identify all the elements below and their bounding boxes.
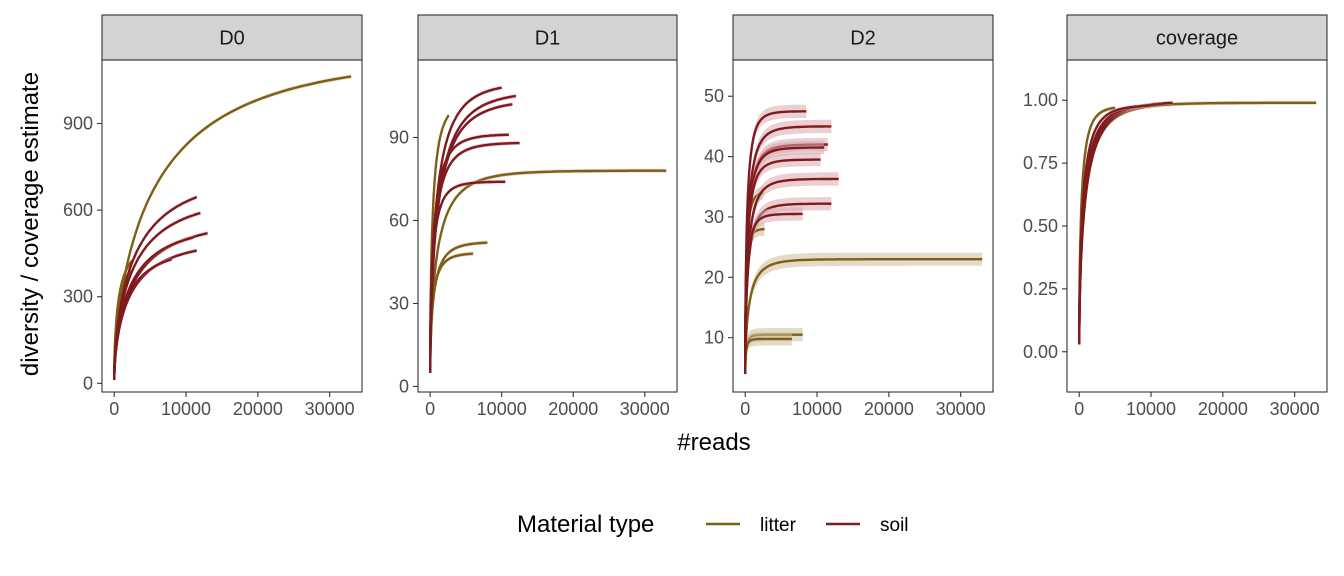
- facet-strip-label: D2: [850, 28, 876, 50]
- x-tick-label: 10000: [477, 399, 527, 419]
- x-tick-label: 20000: [233, 399, 283, 419]
- x-tick-label: 10000: [792, 399, 842, 419]
- x-tick-label: 0: [109, 399, 119, 419]
- y-tick-label: 0: [399, 376, 409, 396]
- plot-area: [1078, 100, 1317, 347]
- x-tick-label: 20000: [548, 399, 598, 419]
- series-line-litter-4: [744, 337, 792, 374]
- ribbon-soil-9: [430, 179, 506, 375]
- x-tick-label: 0: [740, 399, 750, 419]
- series-line-soil-10: [744, 177, 839, 374]
- y-tick-label: 90: [389, 127, 409, 147]
- series-line-soil-5: [744, 110, 807, 374]
- facet-strip: [101, 14, 363, 61]
- ribbon-litter-0: [1079, 100, 1317, 347]
- x-tick-label: 30000: [936, 399, 986, 419]
- series-line-litter-0: [744, 258, 983, 374]
- plot-area: [429, 85, 667, 375]
- ribbon-litter-0: [745, 252, 983, 381]
- series-line-soil-5: [1078, 105, 1137, 345]
- series-line-soil-9: [744, 158, 821, 374]
- x-tick-label: 30000: [620, 399, 670, 419]
- ribbon-soil-4: [1079, 103, 1151, 347]
- series-line-litter-3: [429, 252, 474, 373]
- y-tick-label: 30: [389, 293, 409, 313]
- ribbon-litter-3: [430, 251, 474, 375]
- x-tick-label: 10000: [161, 399, 211, 419]
- y-tick-label: 0.75: [1023, 153, 1058, 173]
- facet-strip: [732, 14, 994, 61]
- y-tick-label: 50: [704, 86, 724, 106]
- series-line-soil-6: [744, 125, 832, 374]
- facet-strip: [417, 14, 678, 61]
- facet-strip-label: D0: [219, 28, 245, 50]
- panel-D1: D1 0 30 60 90 0 10000 20000 30000: [389, 14, 678, 419]
- series-line-litter-2: [429, 241, 488, 373]
- series-line-soil-12: [744, 212, 803, 374]
- series-line-litter-0: [113, 75, 352, 380]
- ribbon-litter-0: [114, 74, 352, 382]
- series-line-soil-9: [429, 180, 506, 373]
- legend-label-soil: soil: [880, 515, 909, 536]
- y-tick-label: 10: [704, 328, 724, 348]
- ribbon-soil-5: [114, 231, 208, 382]
- y-tick-label: 60: [389, 210, 409, 230]
- series-line-litter-0: [429, 169, 667, 373]
- y-axis-title: diversity / coverage estimate: [17, 72, 44, 376]
- y-tick-label: 40: [704, 147, 724, 167]
- panel-border: [732, 59, 994, 393]
- series-line-soil-4: [1078, 104, 1152, 345]
- x-tick-label: 0: [1074, 399, 1084, 419]
- series-line-soil-8: [113, 258, 173, 380]
- ribbon-soil-12: [745, 207, 803, 381]
- legend-label-litter: litter: [760, 515, 797, 536]
- panel-D0: D0 0 300 600 900 0 10000 20000 30000: [63, 14, 363, 419]
- y-tick-label: 300: [63, 287, 93, 307]
- y-tick-label: 900: [63, 114, 93, 134]
- facet-strip-label: D1: [535, 28, 561, 50]
- y-tick-label: 20: [704, 267, 724, 287]
- y-tick-label: 30: [704, 207, 724, 227]
- panel-border: [417, 59, 678, 393]
- x-tick-label: 30000: [1270, 399, 1320, 419]
- y-tick-label: 0.50: [1023, 216, 1058, 236]
- series-line-soil-2: [1078, 101, 1173, 345]
- ribbon-litter-2: [430, 240, 488, 375]
- x-axis-title: #reads: [677, 429, 750, 456]
- x-tick-label: 0: [425, 399, 435, 419]
- ribbon-litter-0: [430, 168, 667, 375]
- ribbon-litter-4: [745, 332, 792, 381]
- legend-title: Material type: [517, 511, 654, 538]
- x-tick-label: 30000: [305, 399, 355, 419]
- series-line-litter-0: [1078, 101, 1317, 345]
- legend: Material type litter soil: [517, 511, 909, 538]
- x-tick-label: 20000: [1198, 399, 1248, 419]
- panel-D2: D2 10 20 30 40 50 0 10000 20000 30000: [704, 14, 994, 419]
- y-tick-label: 600: [63, 200, 93, 220]
- y-tick-label: 0: [83, 373, 93, 393]
- facet-strip-label: coverage: [1156, 28, 1238, 50]
- panel-coverage: coverage 0.00 0.25 0.50 0.75 1.00 0 10000 20000 3…: [1023, 14, 1328, 419]
- y-tick-label: 0.25: [1023, 279, 1058, 299]
- plot-area: [744, 104, 983, 381]
- x-tick-label: 10000: [1126, 399, 1176, 419]
- panel-border: [101, 59, 363, 393]
- y-tick-label: 0.00: [1023, 342, 1058, 362]
- x-tick-label: 20000: [864, 399, 914, 419]
- plot-area: [113, 74, 352, 382]
- y-tick-label: 1.00: [1023, 90, 1058, 110]
